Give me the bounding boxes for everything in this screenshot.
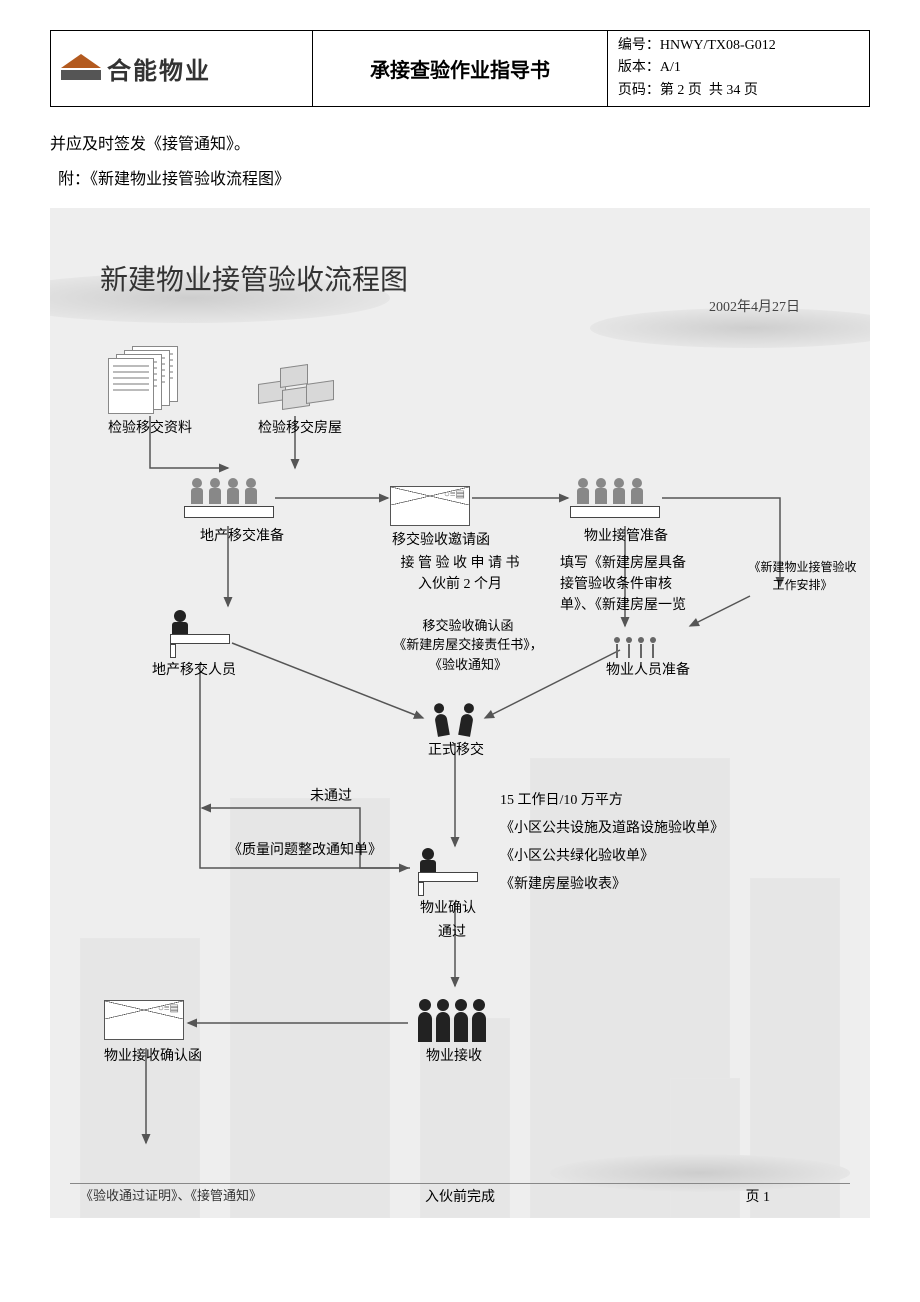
- crowd-icon: [410, 986, 490, 1042]
- label-work-plan: 《新建物业接管验收工作安排》: [740, 558, 865, 594]
- label-form1: 《小区公共设施及道路设施验收单》: [500, 818, 724, 839]
- label-fifteen: 15 工作日/10 万平方: [500, 790, 623, 811]
- documents-icon: [108, 346, 188, 406]
- estate-prep-icon: [184, 468, 274, 518]
- label-invite: 移交验收邀请函: [392, 530, 490, 551]
- invite-envelope-icon: [390, 486, 470, 526]
- flowchart: 新建物业接管验收流程图 2002年4月27日: [50, 208, 870, 1218]
- label-fill-forms: 填写《新建房屋具备接管验收条件审核单》、《新建房屋一览: [560, 553, 740, 616]
- diagram-title: 新建物业接管验收流程图: [100, 258, 408, 298]
- label-apply-letter: 接 管 验 收 申 请 书入伙前 2 个月: [375, 553, 545, 595]
- footer-center: 入伙前完成: [425, 1186, 495, 1206]
- company-name: 合能物业: [107, 51, 211, 86]
- document-meta: 编号：HNWY/TX08-G012 版本：A/1 页码：第 2 页 共 34 页: [607, 31, 869, 107]
- paragraph-1: 并应及时签发《接管通知》。: [50, 127, 870, 162]
- label-check-houses: 检验移交房屋: [258, 418, 342, 439]
- label-wy-person-prep: 物业人员准备: [606, 660, 690, 681]
- document-title: 承接查验作业指导书: [313, 31, 608, 107]
- label-form3: 《新建房屋验收表》: [500, 874, 626, 895]
- boxes-icon: [258, 362, 338, 412]
- page-current: 第 2 页: [660, 83, 702, 98]
- label-rectify: 《质量问题整改通知单》: [228, 840, 382, 861]
- header-logo-cell: 合能物业: [51, 31, 313, 107]
- footer-rule: [70, 1183, 850, 1184]
- handshake-icon: [426, 696, 486, 736]
- version: A/1: [660, 60, 681, 75]
- label-check-docs: 检验移交资料: [108, 418, 192, 439]
- label-wy-confirm: 物业确认: [420, 898, 476, 919]
- label-formal-handover: 正式移交: [428, 740, 484, 761]
- label-confirm-letter: 移交验收确认函《新建房屋交接责任书》，《验收通知》: [368, 616, 568, 675]
- document-header: 合能物业 承接查验作业指导书 编号：HNWY/TX08-G012 版本：A/1 …: [50, 30, 870, 107]
- label-wy-recv-prep: 物业接管准备: [584, 526, 668, 547]
- wy-confirm-icon: [410, 844, 480, 894]
- paragraph-2: 附：《新建物业接管验收流程图》: [50, 162, 870, 197]
- version-label: 版本：: [618, 60, 660, 75]
- doc-no-label: 编号：: [618, 38, 660, 53]
- wy-prep-icon: [570, 468, 660, 518]
- label-not-pass: 未通过: [310, 786, 352, 807]
- label-bottom-docs: 《验收通过证明》、《接管通知》: [80, 1185, 262, 1204]
- label-form2: 《小区公共绿化验收单》: [500, 846, 654, 867]
- doc-no: HNWY/TX08-G012: [660, 38, 776, 53]
- estate-person-icon: [162, 606, 232, 656]
- label-estate-person: 地产移交人员: [152, 660, 236, 681]
- wy-team-icon: [610, 628, 670, 658]
- company-logo: 合能物业: [61, 51, 302, 86]
- label-wy-recv: 物业接收: [426, 1046, 482, 1067]
- label-wy-recv-confirm: 物业接收确认函: [104, 1046, 202, 1067]
- label-estate-prep: 地产移交准备: [200, 526, 284, 547]
- footer-page: 页 1: [746, 1186, 771, 1206]
- label-pass: 通过: [438, 922, 466, 943]
- logo-mark-icon: [61, 54, 101, 84]
- page-label: 页码：: [618, 83, 660, 98]
- page-total: 共 34 页: [709, 83, 758, 98]
- recv-confirm-envelope-icon: [104, 1000, 184, 1040]
- diagram-date: 2002年4月27日: [709, 296, 800, 316]
- swoosh-bottom: [550, 1154, 850, 1192]
